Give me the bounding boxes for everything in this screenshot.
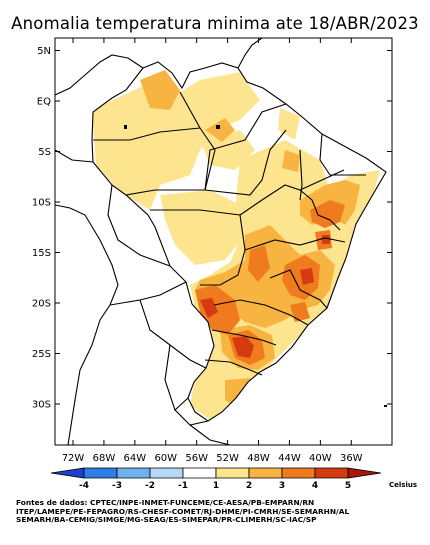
colorbar-segment [149,467,184,479]
colorbar-segment [281,467,316,479]
colorbar-segment [347,467,382,479]
lon-tick-label: 36W [340,453,363,464]
latitude-ticks: 5N EQ 5S 10S 15S 20S 25S 30S [32,46,392,411]
lon-tick-label: 60W [154,453,177,464]
lon-tick-label: 68W [93,453,116,464]
colorbar-segment [182,467,217,479]
borders [55,38,387,445]
lat-tick-label: 20S [32,299,51,310]
sources-line-1: Fontes de dados: CPTEC/INPE-INMET-FUNCEM… [16,498,315,507]
data-sources: Fontes de dados: CPTEC/INPE-INMET-FUNCEM… [16,498,350,525]
lon-tick-label: 72W [62,453,85,464]
colorbar-segment [215,467,250,479]
colorbar-label: -1 [178,481,188,491]
longitude-ticks: 72W 68W 64W 60W 56W 52W 48W 44W 40W 36W [62,38,363,464]
lon-tick-label: 44W [278,453,301,464]
sources-line-3: SEMARH/BA-CEMIG/SIMGE/MG-SEAG/ES-SIMEPAR… [16,515,317,525]
lon-tick-label: 48W [247,453,270,464]
sources-line-2: ITEP/LAMEPE/PE-FEPAGRO/RS-CHESF-COMET/RJ… [16,506,350,516]
lat-tick-label: 5N [37,46,51,57]
lat-tick-label: 25S [32,349,51,360]
lon-tick-label: 64W [124,453,147,464]
colorbar-label: 3 [279,481,285,491]
colorbar-segment [50,467,85,479]
colorbar-segment [83,467,118,479]
colorbar-label: 1 [213,481,219,491]
lon-tick-label: 56W [185,453,208,464]
colorbar-label: -2 [145,481,155,491]
lat-tick-label: 30S [32,400,51,411]
colorbar-label: -4 [79,481,89,491]
lon-tick-label: 40W [309,453,332,464]
lat-tick-label: 15S [32,248,51,259]
colorbar-label: -3 [112,481,122,491]
small-features [124,125,387,407]
lat-tick-label: EQ [37,97,51,108]
colorbar: -4 -3 -2 -1 1 2 3 4 5 Celsius [50,467,417,491]
lon-tick-label: 52W [216,453,239,464]
colorbar-segment [248,467,283,479]
colorbar-label: 2 [246,481,252,491]
colorbar-label: 5 [345,481,351,491]
lat-tick-label: 10S [32,198,51,209]
map-title: Anomalia temperatura minima ate 18/ABR/2… [11,14,419,33]
colorbar-segment [116,467,151,479]
colorbar-segment [314,467,349,479]
anomaly-field [92,62,386,421]
colorbar-unit: Celsius [389,481,417,489]
colorbar-label: 4 [312,481,318,491]
lat-tick-label: 5S [38,147,51,158]
